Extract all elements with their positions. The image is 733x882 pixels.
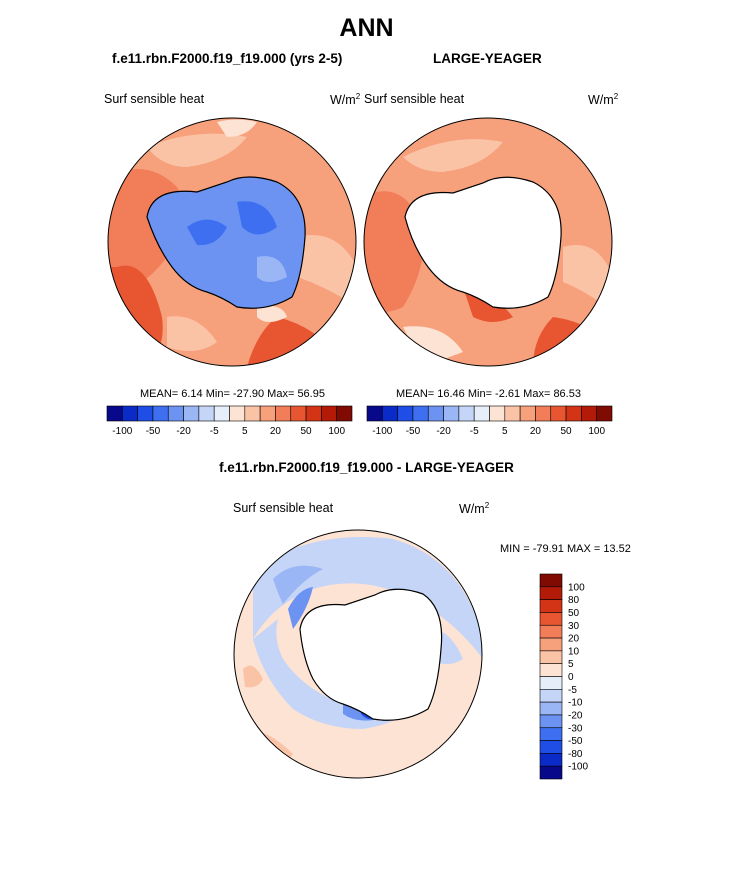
colorbar-left-swatch <box>183 405 200 422</box>
colorbar-right-swatch <box>489 405 506 422</box>
colorbar-difference-tick-label: 5 <box>568 659 574 670</box>
colorbar-difference-swatch <box>539 650 563 664</box>
colorbar-right-tick-label: 20 <box>530 426 542 437</box>
colorbar-right-swatch <box>412 405 429 422</box>
colorbar-left-swatch <box>213 405 230 422</box>
page-title: ANN <box>339 14 394 42</box>
colorbar-right-swatch <box>443 405 460 422</box>
colorbar-left-tick-label: -100 <box>112 426 132 437</box>
units-label-right: W/m2 <box>588 92 619 108</box>
variable-label-left: Surf sensible heat <box>104 92 205 106</box>
colorbar-difference-swatch <box>539 727 563 741</box>
stats-left: MEAN= 6.14 Min= -27.90 Max= 56.95 <box>140 388 325 400</box>
colorbar-right-tick-label: 100 <box>588 426 605 437</box>
colorbar-left-swatch <box>122 405 138 422</box>
case-label-right: LARGE-YEAGER <box>433 51 542 66</box>
colorbar-difference-swatch <box>539 701 563 716</box>
colorbar-difference-swatch <box>539 624 563 639</box>
colorbar-left-tick-label: 5 <box>242 426 248 437</box>
colorbar-difference-tick-label: -5 <box>568 685 577 696</box>
colorbar-right-tick-label: 50 <box>561 426 573 437</box>
colorbar-left-swatch <box>336 405 353 422</box>
stats-difference: MIN = -79.91 MAX = 13.52 <box>500 543 631 555</box>
colorbar-left: -100 -50 -20 -5 5 20 50 100 <box>106 405 353 437</box>
colorbar-right-swatch <box>366 405 383 422</box>
colorbar-left-tick-label: -50 <box>146 426 161 437</box>
colorbar-left-swatch <box>290 405 307 422</box>
colorbar-difference-swatch <box>539 637 563 652</box>
colorbar-difference-tick-label: 10 <box>568 646 580 657</box>
colorbar-right-swatch <box>473 405 490 422</box>
colorbar-difference-swatch <box>539 765 563 780</box>
units-label-left: W/m2 <box>330 92 361 108</box>
colorbar-difference-swatch <box>539 663 563 677</box>
colorbar-difference-swatch <box>539 586 563 600</box>
colorbar-right-swatch <box>427 405 444 422</box>
colorbar-right-tick-label: -50 <box>406 426 421 437</box>
colorbar-left-swatch <box>321 405 337 422</box>
stats-right: MEAN= 16.46 Min= -2.61 Max= 86.53 <box>396 388 581 400</box>
colorbar-right-swatch <box>519 405 536 422</box>
map-observations <box>363 117 613 367</box>
colorbar-left-swatch <box>305 405 322 422</box>
variable-label-right: Surf sensible heat <box>364 92 465 106</box>
variable-label-difference: Surf sensible heat <box>233 501 334 515</box>
colorbar-difference-tick-label: -30 <box>568 723 583 734</box>
colorbar-right-tick-label: -20 <box>436 426 451 437</box>
colorbar-left-swatch <box>229 405 246 422</box>
colorbar-right-swatch <box>458 405 475 422</box>
colorbar-right-tick-label: -100 <box>372 426 392 437</box>
colorbar-difference-swatch <box>539 599 563 613</box>
colorbar-difference-tick-label: -80 <box>568 749 583 760</box>
colorbar-difference-tick-label: 0 <box>568 672 574 683</box>
colorbar-right-tick-label: -5 <box>470 426 479 437</box>
colorbar-difference-swatch <box>539 573 563 588</box>
colorbar-difference-swatch <box>539 676 563 690</box>
colorbar-difference-swatch <box>539 714 563 729</box>
colorbar-left-tick-label: -5 <box>210 426 219 437</box>
colorbar-right-tick-label: 5 <box>502 426 508 437</box>
colorbar-difference-swatch <box>539 689 563 703</box>
colorbar-difference-tick-label: 30 <box>568 621 580 632</box>
colorbar-left-swatch <box>198 405 215 422</box>
colorbar-right-swatch <box>504 405 521 422</box>
colorbar-left-swatch <box>167 405 184 422</box>
colorbar-left-tick-label: 100 <box>328 426 345 437</box>
colorbar-right-swatch <box>565 405 582 422</box>
colorbar-difference-tick-label: 20 <box>568 634 580 645</box>
colorbar-left-swatch <box>275 405 292 422</box>
case-label-difference: f.e11.rbn.F2000.f19_f19.000 - LARGE-YEAG… <box>219 460 514 475</box>
colorbar-right-swatch <box>382 405 398 422</box>
colorbar-difference-tick-label: -20 <box>568 710 583 721</box>
map-difference <box>233 529 483 779</box>
colorbar-difference-tick-label: 50 <box>568 608 580 619</box>
colorbar-difference-tick-label: 80 <box>568 595 580 606</box>
colorbar-right-swatch <box>397 405 414 422</box>
colorbar-difference-swatch <box>539 753 563 767</box>
colorbar-left-swatch <box>106 405 123 422</box>
colorbar-right-swatch <box>535 405 552 422</box>
colorbar-difference-tick-label: 100 <box>568 582 585 593</box>
colorbar-right: -100 -50 -20 -5 5 20 50 100 <box>366 405 613 437</box>
colorbar-difference-swatch <box>539 612 563 626</box>
map-model <box>107 117 357 367</box>
colorbar-left-tick-label: 50 <box>301 426 313 437</box>
colorbar-left-swatch <box>152 405 169 422</box>
colorbar-difference-swatch <box>539 740 563 754</box>
colorbar-difference-tick-label: -10 <box>568 698 583 709</box>
colorbar-left-tick-label: 20 <box>270 426 282 437</box>
colorbar-left-tick-label: -20 <box>176 426 191 437</box>
colorbar-right-swatch <box>550 405 567 422</box>
case-label-left: f.e11.rbn.F2000.f19_f19.000 (yrs 2-5) <box>112 51 343 66</box>
colorbar-left-swatch <box>137 405 154 422</box>
units-label-difference: W/m2 <box>459 501 490 517</box>
colorbar-difference-tick-label: -50 <box>568 736 583 747</box>
colorbar-left-swatch <box>259 405 276 422</box>
colorbar-right-swatch <box>596 405 613 422</box>
colorbar-difference-tick-label: -100 <box>568 762 588 773</box>
colorbar-right-swatch <box>581 405 597 422</box>
colorbar-left-swatch <box>244 405 261 422</box>
